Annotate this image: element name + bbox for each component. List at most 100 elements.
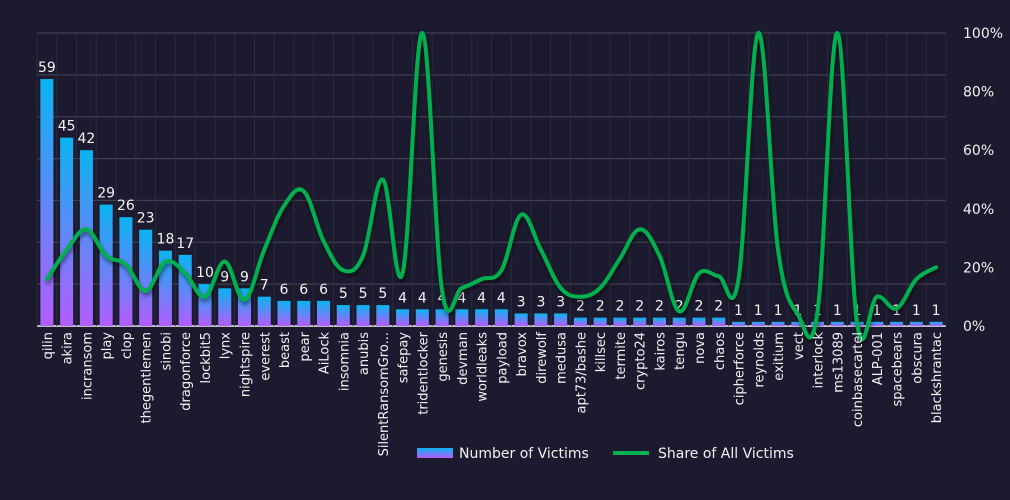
bar-payload bbox=[494, 309, 508, 326]
bar-genesis bbox=[435, 309, 449, 326]
value-label: 1 bbox=[833, 303, 842, 319]
bar-nova bbox=[692, 317, 706, 326]
bar-exitium bbox=[771, 321, 785, 326]
bar-crypto24 bbox=[633, 317, 647, 326]
value-label: 2 bbox=[675, 299, 684, 315]
value-label: 4 bbox=[497, 290, 506, 306]
right-axis-tick: 0% bbox=[963, 319, 985, 335]
value-label: 4 bbox=[477, 290, 486, 306]
right-axis-tick: 60% bbox=[963, 143, 994, 159]
value-label: 23 bbox=[137, 211, 155, 227]
value-label: 1 bbox=[774, 303, 783, 319]
bar-kairos bbox=[652, 317, 666, 326]
bar-bravox bbox=[514, 313, 528, 326]
bar-qilin bbox=[40, 79, 54, 327]
legend: Number of Victims Share of All Victims bbox=[417, 446, 794, 462]
bar-termite bbox=[613, 317, 627, 326]
x-label: clop bbox=[120, 332, 135, 359]
x-label: worldleaks bbox=[476, 332, 491, 402]
x-label: crypto24 bbox=[634, 332, 649, 390]
value-label: 6 bbox=[299, 282, 308, 298]
bar-play bbox=[99, 204, 113, 326]
bar-killsec bbox=[593, 317, 607, 326]
value-label: 3 bbox=[517, 294, 526, 310]
value-label: 5 bbox=[339, 286, 348, 302]
x-label: vect bbox=[792, 332, 807, 360]
x-label: thegentlemen bbox=[140, 332, 155, 423]
x-label: safepay bbox=[397, 332, 412, 384]
bar-sinobi bbox=[158, 250, 172, 326]
bar-interlock bbox=[811, 321, 825, 326]
bar-reynolds bbox=[751, 321, 765, 326]
x-label: sinobi bbox=[159, 332, 174, 370]
bar-pear bbox=[297, 300, 311, 326]
bar-obscura bbox=[909, 321, 923, 326]
bar-insomnia bbox=[336, 305, 350, 326]
bar-safepay bbox=[396, 309, 410, 326]
x-label: tridentlocker bbox=[416, 331, 431, 414]
bar-cipherforce bbox=[731, 321, 746, 326]
value-label: 5 bbox=[378, 286, 387, 302]
value-label: 6 bbox=[319, 282, 328, 298]
bar-anubis bbox=[356, 305, 370, 326]
bar-devman bbox=[455, 309, 469, 326]
bar-clop bbox=[119, 217, 133, 326]
bar-apt73/bashe bbox=[573, 317, 587, 326]
x-label: everest bbox=[258, 332, 273, 381]
x-label: akira bbox=[61, 332, 76, 364]
x-label: pear bbox=[298, 331, 313, 361]
x-label: direwolf bbox=[535, 332, 550, 384]
x-label: killsec bbox=[594, 332, 609, 372]
value-label: 29 bbox=[97, 186, 115, 202]
x-label: qilin bbox=[41, 332, 56, 359]
x-label: chaos bbox=[713, 332, 728, 370]
x-label: insomnia bbox=[337, 332, 352, 391]
x-label: interlock bbox=[812, 332, 827, 389]
right-axis-tick: 40% bbox=[963, 202, 994, 218]
bar-direwolf bbox=[534, 313, 548, 326]
x-label: apt73/bashe bbox=[574, 332, 589, 413]
value-label: 6 bbox=[280, 282, 289, 298]
x-label: ALP-001 bbox=[871, 332, 886, 385]
x-label: lynx bbox=[219, 332, 234, 360]
x-label: genesis bbox=[436, 332, 451, 382]
legend-label-bars: Number of Victims bbox=[459, 446, 589, 462]
value-label: 1 bbox=[734, 303, 743, 319]
right-axis-ticks: 0% 20% 40% 60% 80% 100% bbox=[963, 26, 1003, 335]
x-label: dragonforce bbox=[179, 332, 194, 411]
gridlines bbox=[36, 32, 947, 327]
bar-lynx bbox=[218, 288, 232, 326]
value-label: 3 bbox=[556, 294, 565, 310]
bars bbox=[40, 79, 943, 327]
value-label: 1 bbox=[892, 303, 901, 319]
value-label: 26 bbox=[117, 198, 135, 214]
value-label: 10 bbox=[196, 265, 214, 281]
x-label: AiLock bbox=[318, 332, 333, 375]
value-label: 1 bbox=[754, 303, 763, 319]
value-label: 1 bbox=[912, 303, 921, 319]
x-label: spacebears bbox=[891, 332, 906, 407]
bar-SilentRansomGro... bbox=[376, 305, 390, 326]
value-label: 59 bbox=[38, 60, 56, 76]
bar-ALP-001 bbox=[870, 321, 884, 326]
bar-dragonforce bbox=[178, 254, 192, 326]
bar-tridentlocker bbox=[415, 309, 429, 326]
value-label: 2 bbox=[596, 299, 605, 315]
x-label: anubis bbox=[357, 332, 372, 375]
value-label: 17 bbox=[176, 236, 194, 252]
x-label: reynolds bbox=[752, 332, 767, 388]
bar-ms13089 bbox=[830, 321, 844, 326]
bar-incransom bbox=[79, 150, 93, 326]
bar-blackshrantac bbox=[929, 321, 943, 326]
value-label: 18 bbox=[157, 232, 175, 248]
right-axis-tick: 80% bbox=[963, 85, 994, 101]
value-label: 4 bbox=[418, 290, 427, 306]
x-label: coinbasecartel bbox=[851, 332, 866, 427]
value-label: 9 bbox=[240, 269, 249, 285]
bar-AiLock bbox=[317, 300, 331, 326]
x-label: exitium bbox=[772, 332, 787, 381]
x-label: SilentRansomGro... bbox=[377, 332, 392, 456]
legend-swatch-bars bbox=[417, 448, 453, 458]
bar-thegentlemen bbox=[139, 229, 153, 326]
value-label: 45 bbox=[58, 119, 76, 135]
